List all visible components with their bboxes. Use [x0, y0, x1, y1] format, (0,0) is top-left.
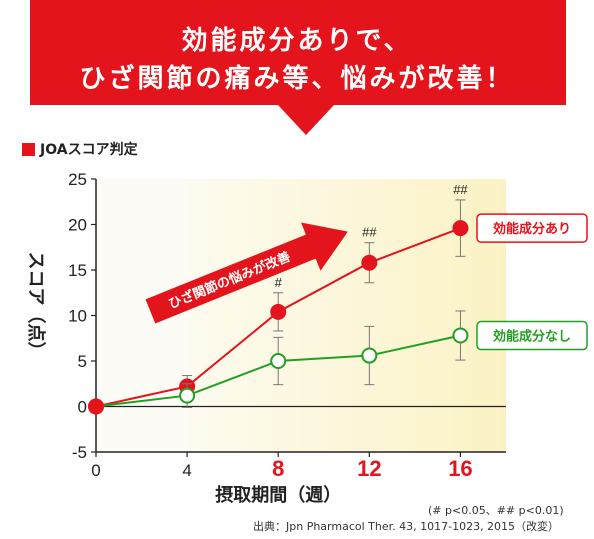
series-label: 効能成分なし: [493, 329, 571, 345]
y-tick-label: -5: [72, 443, 87, 462]
y-tick-label: 15: [68, 261, 87, 280]
data-point: [179, 387, 196, 404]
y-tick-label: 10: [68, 307, 87, 326]
y-tick-label: 5: [78, 352, 87, 371]
x-tick-label: 4: [182, 461, 191, 480]
x-tick-label: 12: [357, 456, 381, 481]
data-point: [270, 303, 287, 320]
significance-mark: ##: [362, 225, 377, 240]
data-point: [270, 353, 287, 369]
y-tick-label: 0: [78, 398, 87, 417]
series-control: 効能成分なし: [88, 310, 588, 415]
significance-note: (# p<0.05、## p<0.01): [428, 504, 564, 517]
data-point: [361, 347, 378, 364]
x-tick-label: 8: [272, 456, 284, 481]
chart-subtitle: JOAスコア判定: [22, 140, 138, 158]
series-label-box: [476, 213, 588, 243]
banner-line-1: 効能成分ありで、: [181, 26, 413, 56]
y-tick-label: 25: [68, 170, 87, 189]
significance-mark: #: [275, 275, 283, 290]
data-point: [361, 254, 378, 271]
y-tick-label: 20: [68, 216, 87, 235]
arrow-shape: [145, 222, 348, 324]
headline-banner: [30, 0, 566, 135]
data-point: [88, 398, 104, 415]
plot-background: [187, 179, 506, 452]
banner-line-2: ひざ関節の痛み等、悩みが改善！: [79, 64, 515, 94]
x-tick-label: 0: [91, 461, 100, 480]
data-point: [452, 220, 469, 237]
subtitle-marker: [22, 142, 35, 156]
significance-mark: ##: [453, 182, 468, 197]
series-label-box: [476, 320, 588, 351]
x-tick-label: 16: [448, 456, 472, 481]
y-axis-label: スコア（点）: [25, 252, 47, 360]
subtitle-text: JOAスコア判定: [40, 142, 138, 158]
series-label: 効能成分あり: [493, 221, 571, 237]
data-point: [452, 327, 469, 344]
x-axis-label: 摂取期間（週）: [215, 484, 341, 506]
source-note: 出典：Jpn Pharmacol Ther. 43, 1017-1023, 20…: [253, 520, 560, 533]
banner-shape: [30, 0, 566, 135]
